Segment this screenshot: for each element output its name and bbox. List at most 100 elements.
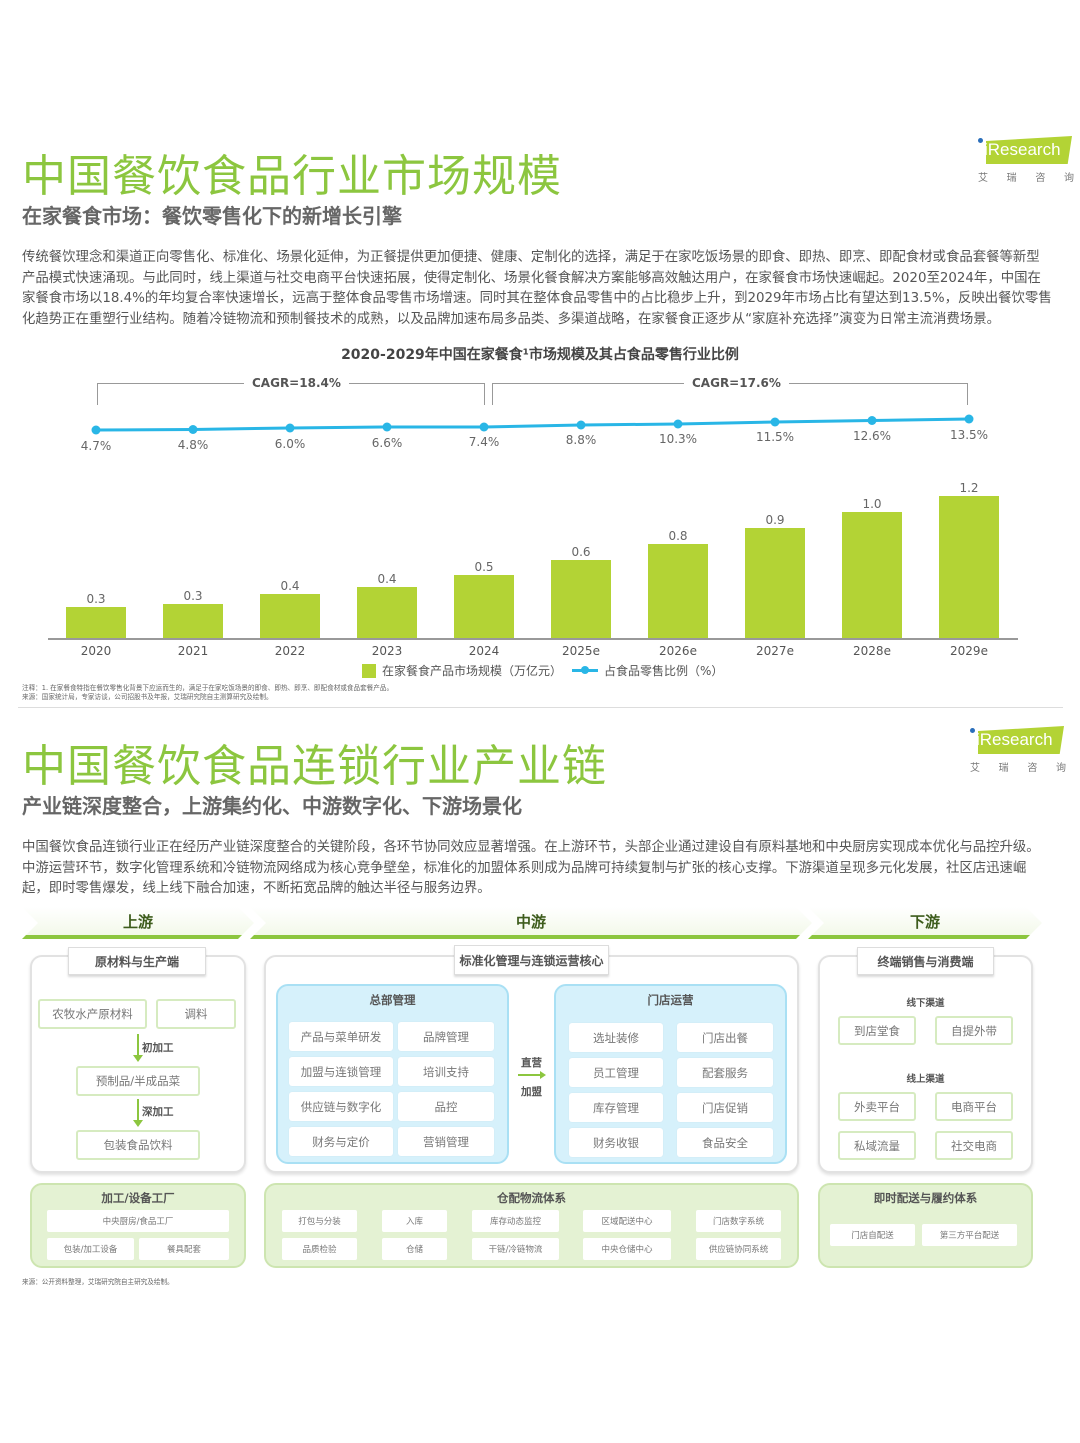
online-label: 线上渠道 — [906, 1074, 945, 1085]
body-paragraph: 传统餐饮理念和渠道正向零售化、标准化、场景化延伸，为正餐提供更加便捷、健康、定制… — [22, 250, 1052, 327]
x-tick: 2029e — [950, 644, 988, 658]
chart-note: 注释：1. 在家餐食特指在餐饮零售化背景下应运而生的，满足于在家吃饭场景的即食、… — [22, 684, 394, 692]
factory-item: 包装/加工设备 — [47, 1238, 134, 1260]
bar-2023 — [357, 587, 417, 638]
ratio-line — [91, 414, 974, 435]
cagr-label-2: CAGR=17.6% — [684, 376, 789, 390]
arrow-right-icon — [518, 1074, 542, 1076]
store-title: 门店运营 — [647, 993, 694, 1007]
channel-box: 电商平台 — [935, 1092, 1013, 1121]
bar-value: 0.4 — [280, 579, 300, 593]
logo-char: 艾 — [970, 763, 980, 774]
legend-bar-label: 在家餐食产品市场规模（万亿元） — [382, 664, 563, 678]
packaged-food-box: 包装食品饮料 — [76, 1130, 200, 1160]
bar-2027e — [745, 528, 805, 638]
semi-finished-box: 预制品/半成品菜 — [76, 1066, 200, 1096]
channel-box: 到店堂食 — [838, 1016, 916, 1045]
bar-2022 — [260, 594, 320, 638]
logo-brand: iResearch — [984, 140, 1061, 159]
page-subtitle-2: 产业链深度整合，上游集约化、中游数字化、下游场景化 — [22, 794, 522, 818]
x-tick: 2022 — [274, 644, 306, 658]
x-tick: 2023 — [371, 644, 403, 658]
page-title-2: 中国餐饮食品连锁行业产业链 — [22, 741, 607, 792]
upstream-tab: 原材料与生产端 — [68, 947, 206, 975]
bar-value: 0.8 — [668, 529, 688, 543]
hq-title: 总部管理 — [369, 993, 416, 1007]
hq-item: 财务与定价 — [289, 1127, 393, 1156]
logistics-item: 库存动态监控 — [472, 1210, 559, 1232]
bar-value: 1.0 — [862, 497, 882, 511]
step-label: 深加工 — [142, 1106, 174, 1118]
logo-char: 询 — [1063, 173, 1074, 184]
store-item: 门店出餐 — [677, 1023, 773, 1052]
bar-value: 0.3 — [86, 592, 106, 606]
iresearch-logo: iResearch 艾 瑞 咨 询 — [976, 136, 1076, 186]
store-item: 门店促销 — [677, 1093, 773, 1122]
arrow-down-icon — [133, 1034, 143, 1062]
logistics-item: 仓储 — [382, 1238, 447, 1260]
bar-value: 0.6 — [571, 545, 591, 559]
logistics-item: 品质检验 — [282, 1238, 357, 1260]
hq-item: 供应链与数字化 — [289, 1092, 393, 1121]
channel-box: 私域流量 — [838, 1131, 916, 1160]
x-tick: 2027e — [756, 644, 794, 658]
logistics-item: 供应链协同系统 — [696, 1238, 781, 1260]
stage-midstream: 中游 — [250, 907, 812, 939]
x-axis — [48, 638, 1018, 640]
offline-label: 线下渠道 — [906, 998, 945, 1009]
logo-cn: 艾 瑞 咨 询 — [970, 759, 1066, 774]
ratio-label: 4.8% — [177, 438, 209, 452]
stage-upstream: 上游 — [22, 907, 254, 939]
logo-char: 咨 — [1027, 763, 1038, 774]
store-item: 库存管理 — [569, 1093, 663, 1122]
delivery-item: 第三方平台配送 — [922, 1224, 1017, 1246]
cagr-label-1: CAGR=18.4% — [244, 376, 349, 390]
delivery-item: 门店自配送 — [830, 1224, 915, 1246]
delivery-title: 即时配送与履约体系 — [873, 1191, 978, 1205]
logistics-title: 仓配物流体系 — [497, 1191, 566, 1205]
page-title: 中国餐饮食品行业市场规模 — [22, 151, 562, 202]
logo-dot-icon — [970, 728, 975, 733]
logistics-item: 入库 — [382, 1210, 447, 1232]
chart-legend: 在家餐食产品市场规模（万亿元） 占食品零售比例（%） — [362, 662, 723, 679]
hq-item: 产品与菜单研发 — [289, 1022, 393, 1051]
store-item: 员工管理 — [569, 1058, 663, 1087]
page-subtitle: 在家餐食市场：餐饮零售化下的新增长引擎 — [22, 204, 402, 228]
arrow-down-icon — [133, 1099, 143, 1127]
store-item: 食品安全 — [677, 1128, 773, 1157]
midstream-tab: 标准化管理与连锁运营核心 — [454, 945, 609, 975]
bar-value: 0.3 — [183, 589, 203, 603]
hq-item: 培训支持 — [398, 1057, 494, 1086]
logistics-item: 门店数字系统 — [696, 1210, 781, 1232]
bar-2021 — [163, 604, 223, 638]
bar-value: 0.5 — [474, 560, 494, 574]
direct-label: 直营 — [521, 1057, 542, 1069]
chart-source: 来源：国家统计局，专家访谈，公司招股书及年报，艾瑞研究院自主测算研究及绘制。 — [22, 693, 273, 701]
x-tick: 2024 — [468, 644, 500, 658]
x-tick: 2026e — [659, 644, 697, 658]
logistics-item: 打包与分装 — [282, 1210, 357, 1232]
ratio-label: 6.6% — [371, 436, 403, 450]
ratio-label: 11.5% — [755, 430, 795, 444]
franchise-label: 加盟 — [521, 1086, 542, 1098]
section-divider — [18, 707, 1063, 708]
step-label: 初加工 — [142, 1042, 174, 1054]
bar-value: 1.2 — [959, 481, 979, 495]
logo-flag-icon — [986, 136, 1072, 164]
legend-line-label: 占食品零售比例（%） — [604, 664, 724, 678]
bar-2029e — [939, 496, 999, 638]
logo-cn: 艾 瑞 咨 询 — [978, 169, 1074, 184]
ratio-label: 6.0% — [274, 437, 306, 451]
chain-source: 来源：公开资料整理，艾瑞研究院自主研究及绘制。 — [22, 1278, 174, 1286]
channel-box: 外卖平台 — [838, 1092, 916, 1121]
raw-materials-box: 农牧水产原材料 — [38, 999, 147, 1029]
logo-dot-icon — [978, 138, 983, 143]
downstream-tab: 终端销售与消费端 — [857, 947, 994, 975]
hq-item: 品控 — [398, 1092, 494, 1121]
logistics-item: 中央仓储中心 — [583, 1238, 671, 1260]
line-legend-swatch-icon — [572, 666, 599, 674]
store-item: 财务收银 — [569, 1128, 663, 1157]
hq-item: 加盟与连锁管理 — [289, 1057, 393, 1086]
bar-2024 — [454, 575, 514, 638]
ratio-label: 13.5% — [949, 428, 989, 442]
